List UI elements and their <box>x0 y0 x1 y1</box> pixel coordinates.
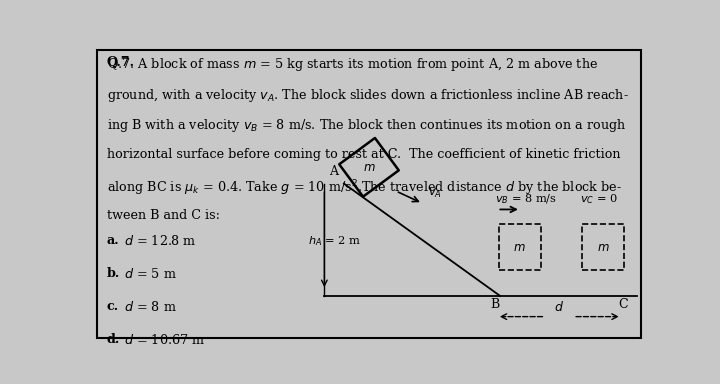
Text: ground, with a velocity $v_A$. The block slides down a frictionless incline AB r: ground, with a velocity $v_A$. The block… <box>107 87 629 104</box>
Text: horizontal surface before coming to rest at C.  The coefficient of kinetic frict: horizontal surface before coming to rest… <box>107 148 620 161</box>
Text: Q.7. A block of mass $m$ = 5 kg starts its motion from point A, 2 m above the: Q.7. A block of mass $m$ = 5 kg starts i… <box>107 56 598 73</box>
Text: $d$ = 12.8 m: $d$ = 12.8 m <box>120 234 196 248</box>
Bar <box>582 224 624 270</box>
Text: $d$ = 10.67 m: $d$ = 10.67 m <box>120 333 204 347</box>
Text: $m$: $m$ <box>597 241 610 254</box>
Text: $d$ = 5 m: $d$ = 5 m <box>120 267 176 281</box>
Text: b.: b. <box>107 267 120 280</box>
Text: $h_A$ = 2 m: $h_A$ = 2 m <box>307 234 361 248</box>
Text: $m$: $m$ <box>513 241 526 254</box>
Text: ing B with a velocity $v_B$ = 8 m/s. The block then continues its motion on a ro: ing B with a velocity $v_B$ = 8 m/s. The… <box>107 118 626 134</box>
Text: $d$ = 8 m: $d$ = 8 m <box>120 300 176 314</box>
Polygon shape <box>339 138 399 197</box>
Text: $m$: $m$ <box>363 161 375 174</box>
Text: a.: a. <box>107 234 120 247</box>
Text: B: B <box>490 298 500 311</box>
Text: tween B and C is:: tween B and C is: <box>107 209 220 222</box>
Text: c.: c. <box>107 300 119 313</box>
Text: $v_B$ = 8 m/s: $v_B$ = 8 m/s <box>495 193 557 207</box>
Text: A: A <box>329 165 338 178</box>
Text: $v_C$ = 0: $v_C$ = 0 <box>580 193 618 207</box>
Text: along BC is $\mu_k$ = 0.4. Take $g$ = 10 m/s$^2$.The traveled distance $d$ by th: along BC is $\mu_k$ = 0.4. Take $g$ = 10… <box>107 178 622 198</box>
Text: Q.7.: Q.7. <box>107 56 135 70</box>
Text: d.: d. <box>107 333 120 346</box>
Text: $v_A$: $v_A$ <box>428 187 442 200</box>
Text: $d$: $d$ <box>554 300 564 314</box>
Text: C: C <box>618 298 629 311</box>
Bar <box>499 224 541 270</box>
